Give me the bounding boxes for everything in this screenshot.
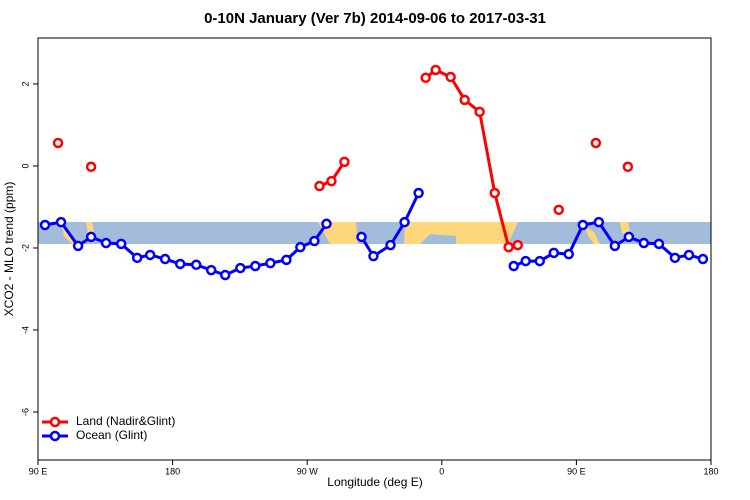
point [295, 241, 306, 253]
point [563, 248, 575, 260]
point [205, 264, 217, 276]
x-tick-label: 90 E [567, 466, 586, 476]
point [593, 216, 605, 228]
point [85, 161, 97, 173]
y-tick-label: 0 [20, 163, 30, 168]
point [356, 231, 367, 243]
point [420, 72, 431, 84]
point [385, 239, 396, 251]
point [683, 249, 695, 261]
point [430, 64, 441, 76]
point [653, 238, 665, 250]
point [508, 260, 519, 272]
point [489, 187, 500, 199]
point [520, 255, 531, 267]
chart-title: 0-10N January (Ver 7b) 2014-09-06 to 201… [204, 10, 546, 27]
point [55, 216, 67, 228]
point [39, 219, 51, 231]
x-axis-label: Longitude (deg E) [327, 475, 422, 489]
point [144, 249, 156, 261]
y-tick-label: 2 [20, 81, 30, 86]
point [577, 219, 589, 231]
point [548, 247, 560, 259]
point [697, 253, 709, 265]
point [219, 269, 231, 281]
point [314, 180, 325, 192]
x-tick-label: 90 W [297, 466, 319, 476]
legend-label: Ocean (Glint) [76, 428, 147, 442]
legend-marker [49, 416, 61, 428]
point [368, 250, 379, 262]
point [512, 239, 524, 251]
point [669, 252, 681, 264]
point [590, 137, 602, 149]
point [281, 254, 292, 266]
y-axis-label: XCO2 - MLO trend (ppm) [2, 182, 16, 317]
point [190, 259, 202, 271]
point [638, 237, 650, 249]
x-tick-label: 180 [165, 466, 180, 476]
point [250, 260, 261, 272]
point [534, 255, 546, 267]
y-tick-label: -2 [20, 244, 30, 252]
point [85, 231, 97, 243]
legend-label: Land (Nadir&Glint) [76, 414, 175, 428]
point [503, 241, 514, 253]
point [321, 218, 332, 230]
x-tick-label: 180 [703, 466, 718, 476]
point [309, 235, 320, 247]
x-tick-label: 90 E [29, 466, 48, 476]
plot-frame [37, 37, 712, 461]
point [474, 106, 485, 118]
point [609, 240, 621, 252]
y-tick-label: -6 [20, 408, 30, 416]
x-tick-label: 0 [439, 466, 444, 476]
point [159, 253, 171, 265]
point [553, 204, 565, 216]
point [100, 237, 112, 249]
point [459, 94, 470, 106]
point [445, 71, 456, 83]
y-tick-label: -4 [20, 326, 30, 334]
point [623, 231, 635, 243]
point [52, 137, 64, 149]
point [622, 161, 634, 173]
point [399, 216, 410, 228]
point [413, 187, 424, 199]
point [72, 240, 84, 252]
point [115, 238, 127, 250]
point [265, 257, 276, 269]
point [339, 156, 350, 168]
legend-marker [49, 430, 61, 442]
point [326, 175, 337, 187]
point [131, 252, 143, 264]
point [174, 258, 186, 270]
point [235, 262, 246, 274]
